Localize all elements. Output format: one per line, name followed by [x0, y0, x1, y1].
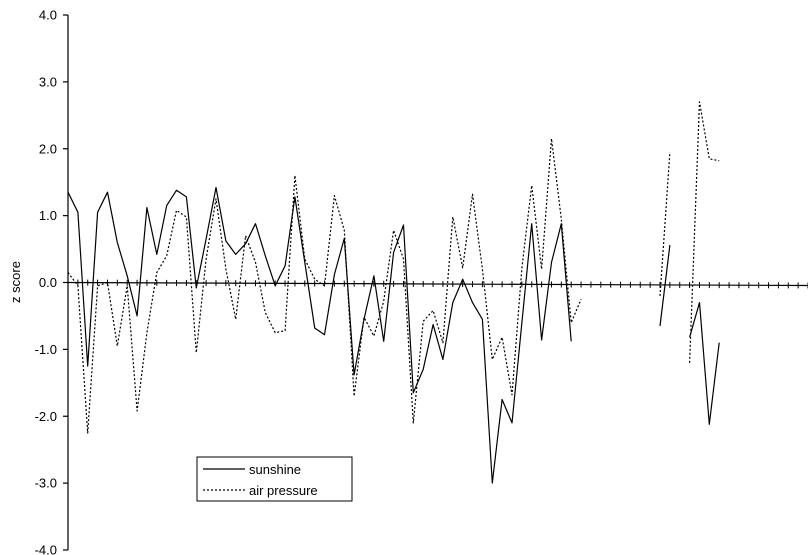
y-tick-label: 3.0 — [39, 74, 57, 89]
y-tick-label: 1.0 — [39, 208, 57, 223]
y-tick-label: 4.0 — [39, 8, 57, 23]
series-layer — [67, 101, 720, 484]
series-line-air-pressure — [67, 138, 582, 434]
y-axis-title: z score — [8, 261, 23, 303]
legend: sunshine air pressure — [196, 456, 353, 502]
y-tick-label: -1.0 — [35, 342, 57, 357]
legend-label-air-pressure: air pressure — [249, 483, 318, 498]
y-tick-label: 0.0 — [39, 275, 57, 290]
legend-box — [196, 456, 353, 502]
series-line-sunshine — [659, 244, 671, 327]
legend-label-sunshine: sunshine — [249, 462, 301, 477]
series-line-air-pressure — [659, 152, 671, 296]
x-axis-zero-line — [67, 279, 808, 289]
y-axis-ticks: 4.0 3.0 2.0 1.0 0.0 -1.0 -2.0 -3.0 -4.0 — [35, 8, 68, 555]
y-tick-label: -4.0 — [35, 543, 57, 555]
y-tick-label: -2.0 — [35, 409, 57, 424]
y-tick-label: 2.0 — [39, 141, 57, 156]
series-line-sunshine — [689, 302, 720, 425]
series-line-air-pressure — [689, 101, 720, 363]
series-line-sunshine — [67, 186, 572, 484]
x-axis-line — [67, 281, 808, 287]
y-tick-label: -3.0 — [35, 476, 57, 491]
